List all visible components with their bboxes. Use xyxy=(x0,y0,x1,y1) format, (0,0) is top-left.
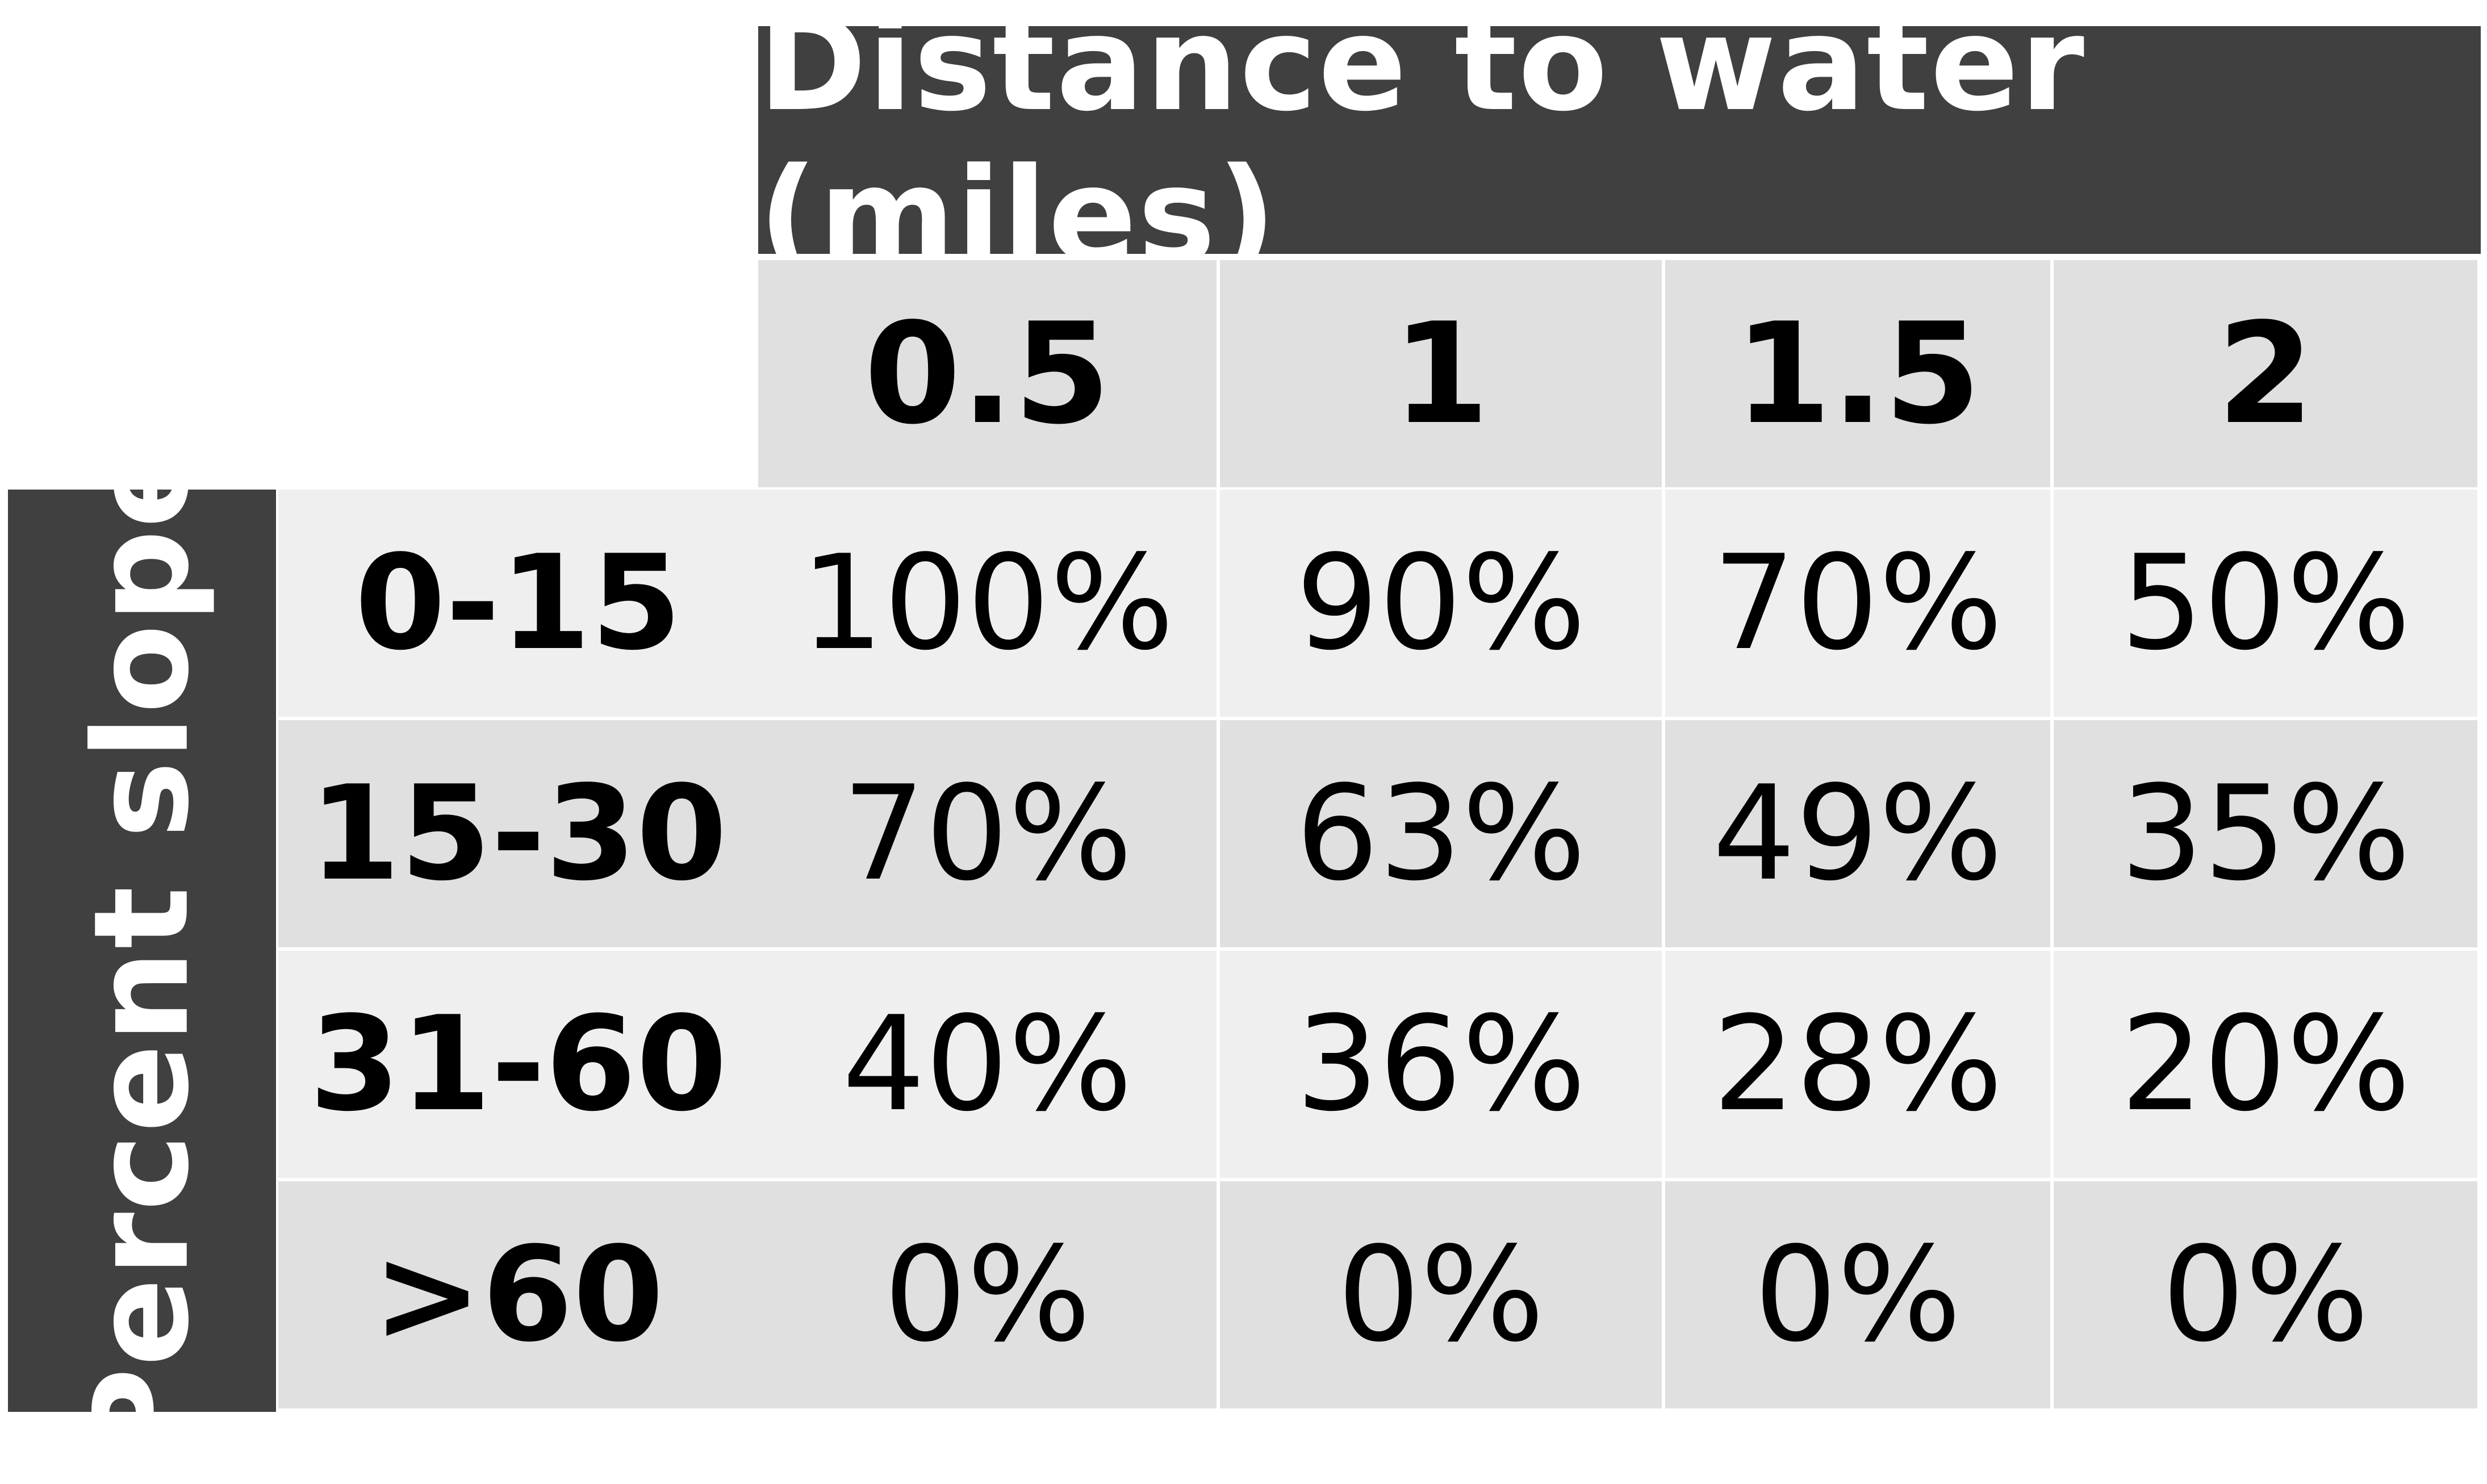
table-cell: 63% xyxy=(1220,720,1662,947)
table-cell: 0% xyxy=(758,1181,1217,1408)
table-cell: 70% xyxy=(758,720,1217,947)
row-label: 0-15 xyxy=(278,490,758,717)
column-label: 0.5 xyxy=(758,260,1217,487)
row-header-title-text: Percent slope xyxy=(66,438,218,1464)
table-cell: 0% xyxy=(2054,1181,2477,1408)
row-label: 31-60 xyxy=(278,951,758,1178)
row-label: 15-30 xyxy=(278,720,758,947)
table-cell: 100% xyxy=(758,490,1217,717)
column-label: 1 xyxy=(1220,260,1662,487)
row-label: >60 xyxy=(278,1181,758,1408)
table-cell: 0% xyxy=(1665,1181,2050,1408)
column-label: 1.5 xyxy=(1665,260,2050,487)
table-cell: 20% xyxy=(2054,951,2477,1178)
table-cell: 50% xyxy=(2054,490,2477,717)
table-cell: 40% xyxy=(758,951,1217,1178)
table-cell: 70% xyxy=(1665,490,2050,717)
table-cell: 28% xyxy=(1665,951,2050,1178)
column-label: 2 xyxy=(2054,260,2477,487)
column-header-title: Distance to water (miles) xyxy=(758,0,2481,292)
table-cell: 49% xyxy=(1665,720,2050,947)
table-cell: 90% xyxy=(1220,490,1662,717)
table-cell: 0% xyxy=(1220,1181,1662,1408)
table-cell: 35% xyxy=(2054,720,2477,947)
table-cell: 36% xyxy=(1220,951,1662,1178)
row-header-title: Percent slope xyxy=(8,438,276,1463)
